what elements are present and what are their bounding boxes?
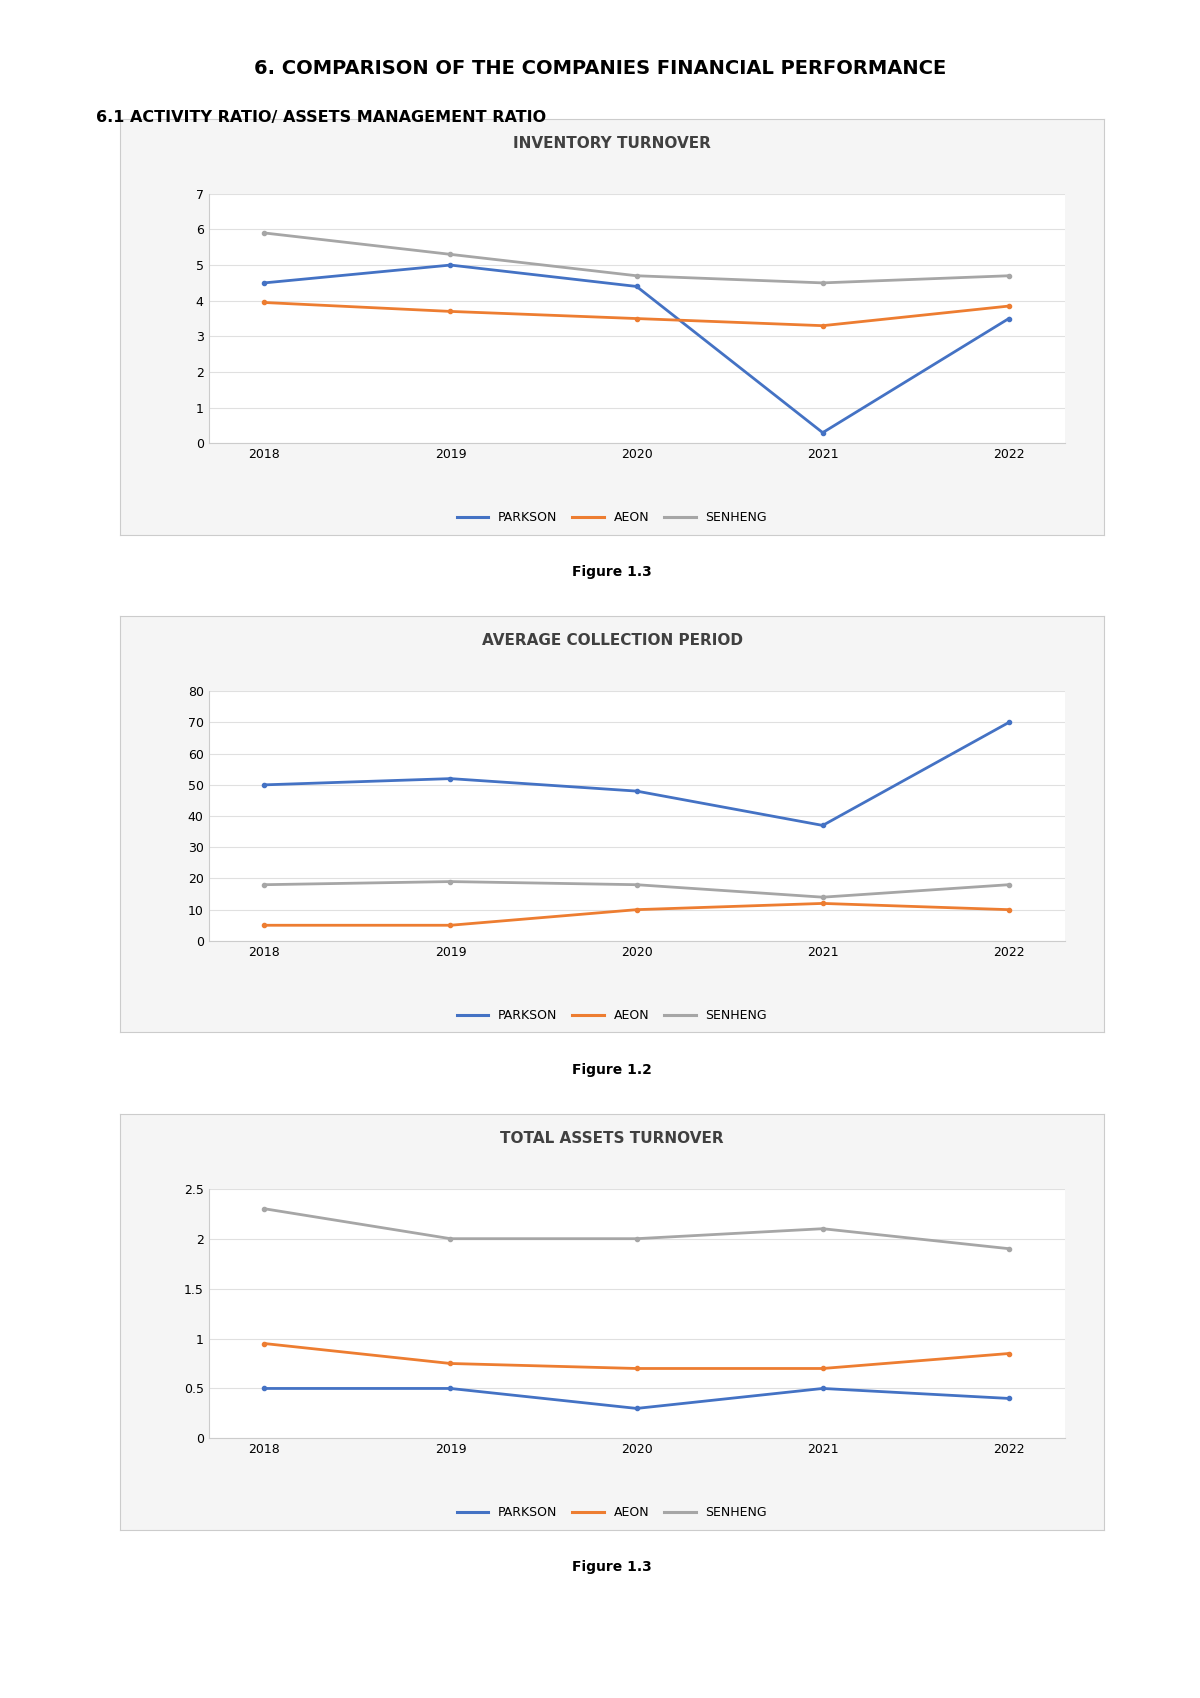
Text: TOTAL ASSETS TURNOVER: TOTAL ASSETS TURNOVER [500, 1131, 724, 1146]
Legend: PARKSON, AEON, SENHENG: PARKSON, AEON, SENHENG [457, 511, 767, 525]
Text: Figure 1.3: Figure 1.3 [572, 565, 652, 579]
Legend: PARKSON, AEON, SENHENG: PARKSON, AEON, SENHENG [457, 1009, 767, 1022]
Text: INVENTORY TURNOVER: INVENTORY TURNOVER [514, 136, 710, 151]
Text: 6.1 ACTIVITY RATIO/ ASSETS MANAGEMENT RATIO: 6.1 ACTIVITY RATIO/ ASSETS MANAGEMENT RA… [96, 110, 546, 126]
Text: Figure 1.3: Figure 1.3 [572, 1560, 652, 1574]
Text: AVERAGE COLLECTION PERIOD: AVERAGE COLLECTION PERIOD [481, 633, 743, 649]
Text: Figure 1.2: Figure 1.2 [572, 1063, 652, 1077]
Text: 6. COMPARISON OF THE COMPANIES FINANCIAL PERFORMANCE: 6. COMPARISON OF THE COMPANIES FINANCIAL… [254, 59, 946, 78]
Legend: PARKSON, AEON, SENHENG: PARKSON, AEON, SENHENG [457, 1506, 767, 1520]
